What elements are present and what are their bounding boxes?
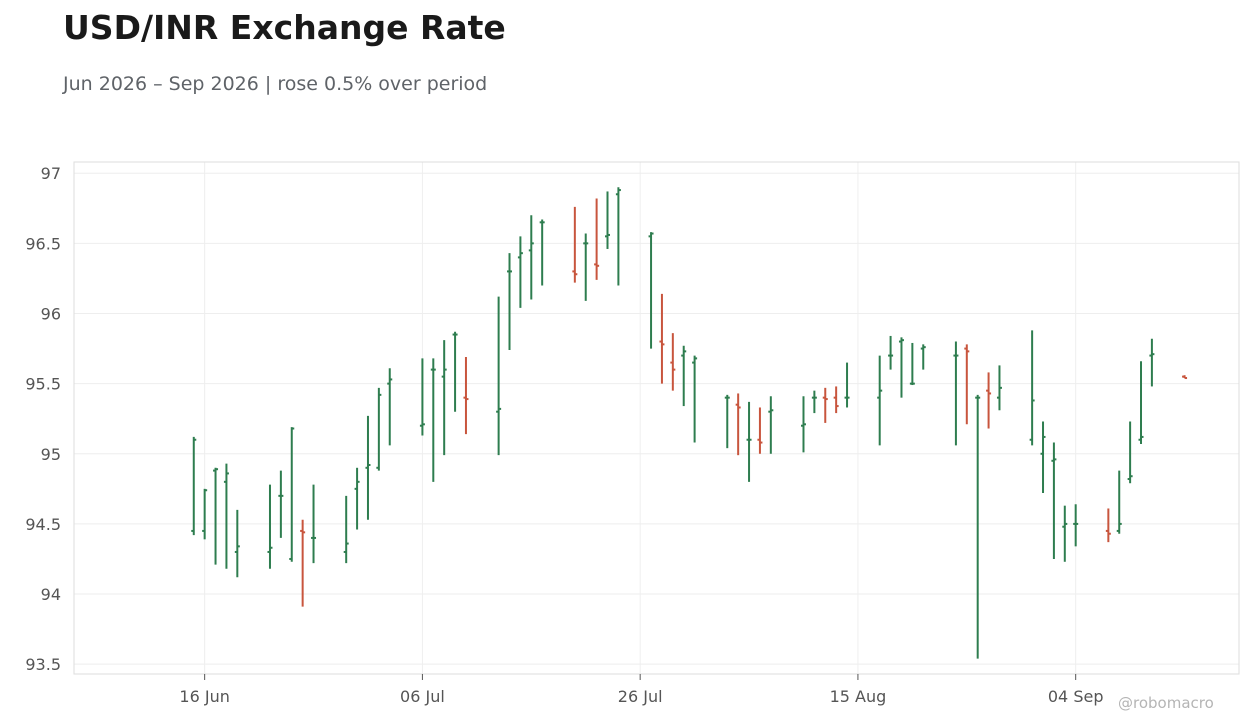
ohlc-bar xyxy=(648,232,654,349)
plot-frame xyxy=(73,161,1240,675)
ohlc-bar xyxy=(1182,375,1188,380)
ohlc-bar xyxy=(757,407,763,454)
ohlc-bar xyxy=(343,495,349,564)
ohlc-bar xyxy=(213,467,219,565)
ohlc-bar xyxy=(365,415,371,520)
watermark: @robomacro xyxy=(1118,694,1214,712)
ohlc-bar xyxy=(311,484,317,564)
ohlc-bar xyxy=(289,427,295,562)
ohlc-bar xyxy=(888,335,894,370)
ohlc-bar xyxy=(822,387,828,423)
ohlc-bar xyxy=(909,342,915,386)
ohlc-bar xyxy=(1127,421,1133,484)
ohlc-bar xyxy=(539,219,545,286)
ohlc-bar xyxy=(920,344,926,370)
chart-subtitle: Jun 2026 – Sep 2026 | rose 0.5% over per… xyxy=(63,73,488,95)
x-tick-label: 16 Jun xyxy=(179,687,229,706)
ohlc-bar xyxy=(223,463,229,569)
y-tick-label: 96.5 xyxy=(25,234,61,253)
ohlc-bars xyxy=(191,187,1188,659)
ohlc-bar xyxy=(387,368,393,446)
ohlc-bar xyxy=(1040,421,1046,494)
ohlc-bar xyxy=(692,355,698,443)
ohlc-bar xyxy=(507,253,513,350)
ohlc-bar xyxy=(441,340,447,456)
ohlc-bar xyxy=(278,470,284,538)
ohlc-bar xyxy=(376,387,382,471)
grid-lines xyxy=(74,162,1239,674)
ohlc-bar xyxy=(964,344,970,425)
ohlc-bar xyxy=(1062,505,1068,562)
ohlc-bar xyxy=(1073,504,1079,547)
ohlc-bar xyxy=(953,341,959,446)
ohlc-bar xyxy=(202,488,208,540)
ohlc-bar xyxy=(517,236,523,308)
ohlc-bar xyxy=(605,191,611,249)
ohlc-bar xyxy=(996,365,1002,411)
ohlc-bar xyxy=(463,356,469,435)
y-tick-label: 94.5 xyxy=(25,515,61,534)
ohlc-bar xyxy=(975,394,981,659)
ohlc-bar xyxy=(354,467,360,530)
ohlc-bar xyxy=(615,187,621,286)
y-tick-label: 97 xyxy=(41,164,61,183)
y-tick-label: 93.5 xyxy=(25,655,61,674)
x-tick-label: 26 Jul xyxy=(618,687,663,706)
ohlc-bar xyxy=(670,333,676,391)
ohlc-bar xyxy=(1138,361,1144,444)
ohlc-bar xyxy=(267,484,273,569)
ohlc-bar xyxy=(735,393,741,456)
ohlc-bar xyxy=(833,386,839,414)
ohlc-bar xyxy=(1116,470,1122,534)
ohlc-bar xyxy=(768,396,774,454)
ohlc-bar xyxy=(1029,330,1035,446)
ohlc-bar xyxy=(496,296,502,456)
ohlc-bar xyxy=(724,394,730,449)
ohlc-bar xyxy=(898,337,904,398)
y-tick-label: 95 xyxy=(41,445,61,464)
ohlc-bar xyxy=(681,345,687,407)
ohlc-bar xyxy=(430,358,436,482)
ohlc-bar xyxy=(191,436,197,536)
ohlc-bar xyxy=(800,396,806,453)
x-tick-label: 15 Aug xyxy=(830,687,887,706)
x-axis-ticks: 16 Jun 06 Jul 26 Jul 15 Aug 04 Sep xyxy=(179,674,1103,706)
ohlc-bar xyxy=(583,233,589,301)
ohlc-bar xyxy=(452,331,458,412)
y-tick-label: 94 xyxy=(41,585,61,604)
y-tick-label: 95.5 xyxy=(25,375,61,394)
ohlc-bar xyxy=(877,355,883,446)
x-tick-label: 06 Jul xyxy=(400,687,445,706)
ohlc-bar xyxy=(1051,442,1057,559)
y-tick-label: 96 xyxy=(41,304,61,323)
y-axis-ticks: 93.5 94 94.5 95 95.5 96 96.5 97 xyxy=(25,164,61,674)
ohlc-bar xyxy=(234,509,240,578)
ohlc-bar xyxy=(844,362,850,408)
ohlc-bar xyxy=(1149,338,1155,387)
ohlc-bar xyxy=(811,390,817,414)
chart-title: USD/INR Exchange Rate xyxy=(63,8,506,47)
ohlc-bar xyxy=(659,293,665,384)
ohlc-bar xyxy=(572,206,578,283)
ohlc-bar xyxy=(419,358,425,436)
x-tick-label: 04 Sep xyxy=(1048,687,1104,706)
ohlc-bar xyxy=(594,198,600,280)
ohlc-bar xyxy=(986,372,992,429)
ohlc-bar xyxy=(1105,508,1111,543)
ohlc-bar xyxy=(528,215,534,300)
ohlc-bar xyxy=(746,401,752,482)
ohlc-bar xyxy=(300,519,306,607)
